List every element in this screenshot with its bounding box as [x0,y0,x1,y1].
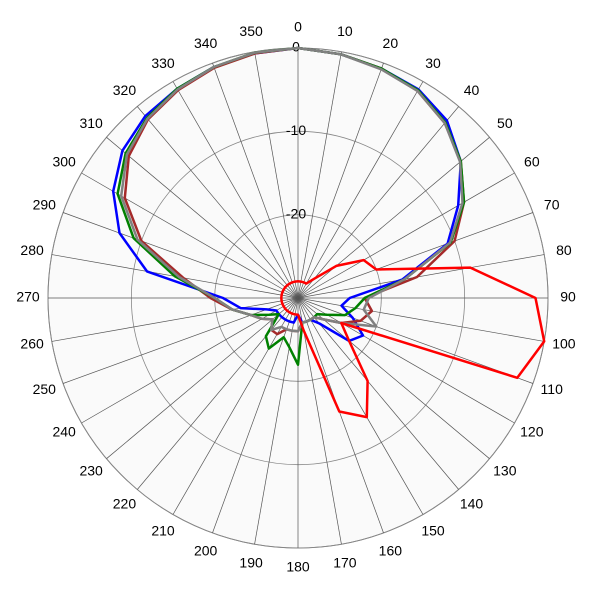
angle-label: 40 [464,82,480,98]
angle-label: 210 [151,523,175,539]
spoke [297,106,459,299]
spoke [254,51,299,299]
angle-label: 150 [421,523,445,539]
r-tick-label: -20 [286,205,306,221]
angle-label: 130 [493,462,517,478]
spoke [297,51,342,299]
series-line [116,46,466,366]
angle-label: 20 [383,35,399,51]
angle-label: 50 [497,115,513,131]
angle-label: 330 [151,55,175,71]
spoke [297,172,515,299]
angle-label: 230 [79,462,103,478]
angle-label: 10 [337,23,353,39]
angle-label: 350 [239,23,263,39]
spoke [297,297,342,545]
spoke [62,297,299,384]
r-tick-label: -10 [286,122,306,138]
spoke [51,297,299,342]
spoke [297,297,490,459]
spoke [137,106,299,299]
angle-label: 320 [113,82,137,98]
r-tick-label: 0 [292,39,300,55]
angle-label: 70 [544,196,560,212]
spoke [297,137,490,299]
angle-label: 240 [52,424,76,440]
angle-label: 80 [556,242,572,258]
angle-label: 0 [294,19,302,35]
spoke [106,137,299,299]
spoke [297,297,459,490]
angle-label: 100 [552,336,576,352]
angle-label: 310 [79,115,103,131]
angle-label: 270 [16,289,40,305]
angle-label: 300 [52,154,76,170]
spoke [297,62,384,299]
spoke [297,297,515,424]
spoke [212,62,299,299]
spoke [297,297,384,534]
angle-label: 340 [194,35,218,51]
angle-label: 90 [560,289,576,305]
angle-label: 170 [333,555,357,571]
spoke [297,212,534,299]
spoke [62,212,299,299]
angle-label: 120 [520,424,544,440]
spoke [106,297,299,459]
angle-label: 140 [460,496,484,512]
angle-label: 160 [379,542,403,558]
angle-label: 260 [20,336,44,352]
angle-label: 250 [33,381,57,397]
series-line [280,258,546,419]
spoke [297,254,545,299]
spoke [297,297,545,342]
angle-label: 290 [33,196,57,212]
angle-label: 190 [239,555,263,571]
spoke [297,81,424,299]
angle-label: 280 [20,242,44,258]
angle-label: 220 [113,496,137,512]
spoke [172,81,299,299]
angle-label: 110 [541,381,564,397]
angle-label: 60 [524,154,540,170]
angle-label: 200 [194,542,218,558]
series-line [119,46,464,333]
angle-label: 30 [425,55,441,71]
spoke [254,297,299,545]
spoke [297,297,424,515]
angle-label: 180 [286,559,310,575]
